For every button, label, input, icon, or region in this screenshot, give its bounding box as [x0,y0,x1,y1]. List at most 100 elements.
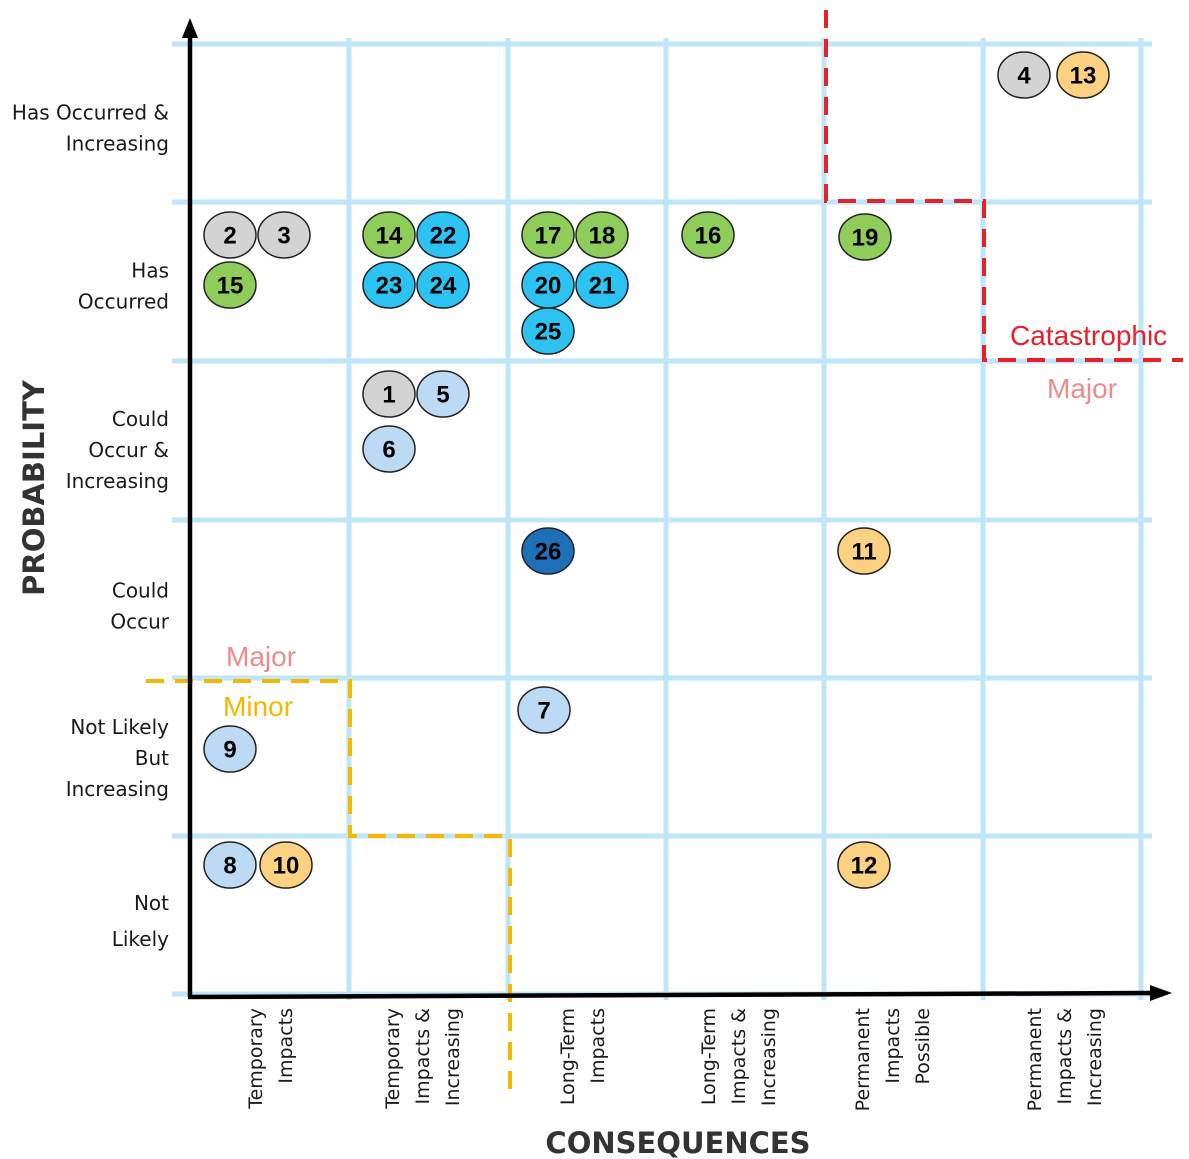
marker-label: 19 [852,225,879,252]
row-label-line: But [135,746,169,770]
marker-9: 9 [203,725,257,773]
marker-circle [362,261,416,309]
marker-label: 4 [1017,63,1031,90]
marker-2: 2 [203,211,257,259]
marker-circle [838,213,892,261]
marker-label: 12 [851,853,878,880]
y-axis-arrowhead [182,18,198,38]
marker-8: 8 [203,841,257,889]
marker-23: 23 [362,261,416,309]
marker-6: 6 [362,425,416,473]
marker-circle [362,370,416,418]
row-label-line: Has Occurred & [12,101,169,125]
marker-circle [203,841,257,889]
marker-label: 6 [382,437,395,464]
marker-circle [416,211,470,259]
row-label-line: Occur & [88,438,169,462]
column-label-line: Possible [912,1008,934,1085]
x-axis [187,990,1153,1000]
marker-circle [681,211,735,259]
column-label-line: Impacts & [728,1008,750,1105]
marker-circle [521,307,575,355]
marker-18: 18 [575,211,629,259]
marker-label: 3 [277,223,290,250]
zone-label-catastrophic: Catastrophic [1010,320,1167,351]
column-label-line: Impacts [587,1008,609,1084]
catastrophic-boundary [824,10,1183,362]
marker-circle [521,211,575,259]
row-label-line: Could [112,579,169,603]
marker-label: 26 [535,539,562,566]
marker-label: 8 [223,853,236,880]
marker-5: 5 [416,370,470,418]
marker-circle [362,211,416,259]
column-label-line: Increasing [1084,1008,1106,1106]
column-label-line: Long-Term [698,1008,720,1105]
marker-22: 22 [416,211,470,259]
row-label-line: Increasing [66,777,169,801]
row-label-line: Could [112,407,169,431]
marker-circle [575,261,629,309]
marker-10: 10 [259,841,313,889]
x-axis-arrowhead [1150,985,1172,1001]
marker-label: 24 [430,273,457,300]
marker-label: 2 [223,223,236,250]
marker-label: 13 [1070,63,1097,90]
marker-circle [1056,51,1110,99]
marker-circle [257,211,311,259]
zone-label-major-lower: Major [226,641,296,672]
marker-circle [997,51,1051,99]
marker-label: 9 [223,737,236,764]
marker-21: 21 [575,261,629,309]
marker-circle [837,527,891,575]
marker-circle [837,841,891,889]
zone-label-major-upper: Major [1047,373,1117,404]
marker-circle [416,370,470,418]
marker-24: 24 [416,261,470,309]
row-label-line: Has [131,259,169,283]
row-label-line: Not [134,891,169,915]
marker-12: 12 [837,841,891,889]
marker-label: 16 [695,223,722,250]
marker-label: 18 [589,223,616,250]
marker-label: 23 [376,273,403,300]
marker-circle [203,725,257,773]
row-label-line: Not Likely [70,715,169,739]
marker-25: 25 [521,307,575,355]
grid [172,38,1152,1000]
marker-label: 15 [217,273,244,300]
marker-circle [203,211,257,259]
marker-circle [521,527,575,575]
marker-label: 21 [589,273,616,300]
row-label-line: Likely [112,927,169,951]
marker-circle [517,686,571,734]
row-label-line: Increasing [66,132,169,156]
column-label-line: Temporary [382,1008,404,1110]
column-label-line: Impacts & [1054,1008,1076,1105]
marker-label: 25 [535,319,562,346]
marker-label: 20 [535,273,562,300]
marker-label: 14 [376,223,403,250]
column-label-line: Increasing [442,1008,464,1106]
zone-boundaries: Catastrophic Major Major Minor [146,10,1183,1090]
column-label-line: Impacts [882,1008,904,1084]
marker-16: 16 [681,211,735,259]
marker-26: 26 [521,527,575,575]
marker-label: 22 [430,223,457,250]
marker-label: 1 [382,382,395,409]
row-label-line: Increasing [66,469,169,493]
marker-13: 13 [1056,51,1110,99]
marker-1: 1 [362,370,416,418]
marker-11: 11 [837,527,891,575]
marker-19: 19 [838,213,892,261]
axes: PROBABILITY CONSEQUENCES [17,18,1172,1159]
marker-circle [203,261,257,309]
row-label-line: Occur [110,610,169,634]
marker-circle [362,425,416,473]
marker-3: 3 [257,211,311,259]
column-label-line: Long-Term [557,1008,579,1105]
row-labels: Has Occurred & Increasing Has Occurred Could… [12,101,170,952]
